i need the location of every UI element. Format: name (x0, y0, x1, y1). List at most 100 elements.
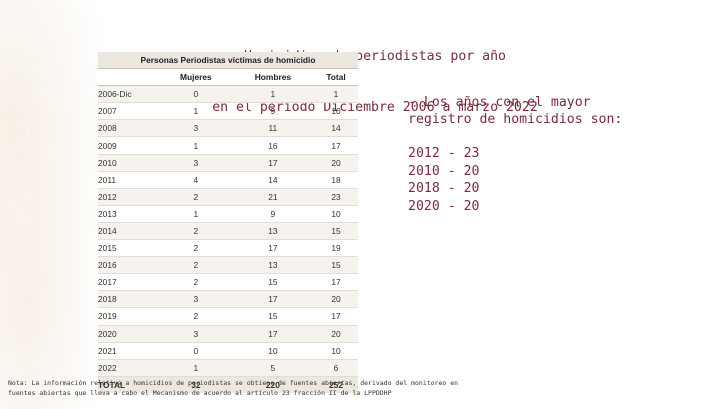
row-men: 14 (231, 171, 315, 189)
row-year: 2009 (98, 136, 160, 155)
row-women: 2 (160, 256, 232, 275)
top-years-list: 2012 - 23 2010 - 20 2018 - 20 2020 - 20 (408, 145, 479, 215)
total-all: 252 (314, 375, 358, 393)
row-year: 2006-Dic (98, 85, 160, 104)
table-row: 2022 1 5 6 (98, 359, 358, 377)
row-year: 2012 (98, 188, 160, 206)
row-total: 10 (314, 342, 358, 360)
row-total: 18 (314, 171, 358, 189)
row-men: 1 (231, 85, 315, 104)
top-year-item: 2010 - 20 (408, 163, 480, 179)
row-men: 17 (231, 290, 315, 309)
highlight-line-2: registro de homicidios son: (408, 112, 623, 127)
row-year: 2019 (98, 307, 160, 326)
table-body: 2006-Dic 0 1 1 2007 1 9 10 2008 3 11 14 2009 1 16 17 201… (98, 85, 358, 377)
table-row: 2009 1 16 17 (98, 136, 358, 155)
table-row: 2011 4 14 18 (98, 171, 358, 189)
table-row: 2012 2 21 23 (98, 188, 358, 206)
row-women: 1 (160, 359, 232, 377)
row-total: 23 (314, 188, 358, 206)
row-men: 13 (231, 222, 315, 241)
row-year: 2014 (98, 222, 160, 241)
row-total: 15 (314, 256, 358, 275)
row-men: 11 (231, 119, 315, 138)
row-men: 5 (231, 359, 315, 377)
table-row: 2013 1 9 10 (98, 205, 358, 223)
row-women: 1 (160, 136, 232, 155)
row-men: 21 (231, 188, 315, 206)
homicide-table: Personas Periodistas víctimas de homicid… (98, 52, 358, 393)
row-women: 2 (160, 307, 232, 326)
table-row: 2010 3 17 20 (98, 154, 358, 172)
row-women: 2 (160, 188, 232, 206)
row-men: 10 (231, 342, 315, 360)
top-year-item: 2020 - 20 (408, 198, 480, 214)
row-total: 20 (314, 325, 358, 343)
row-total: 15 (314, 222, 358, 241)
footnote-line-1: Nota: La información relativa a homicidi… (8, 379, 459, 387)
table-row: 2008 3 11 14 (98, 119, 358, 138)
row-year: 2017 (98, 273, 160, 292)
row-women: 4 (160, 171, 232, 189)
table-total-row: TOTAL 32 220 252 (98, 375, 358, 393)
table-row: 2020 3 17 20 (98, 325, 358, 343)
column-header-men: Hombres (231, 68, 315, 87)
table-row: 2017 2 15 17 (98, 273, 358, 292)
table-row: 2018 3 17 20 (98, 290, 358, 309)
top-year-item: 2018 - 20 (408, 181, 480, 196)
row-total: 17 (314, 273, 358, 292)
row-women: 3 (160, 119, 232, 138)
row-men: 15 (231, 307, 315, 326)
row-year: 2011 (98, 171, 160, 189)
table-row: 2014 2 13 15 (98, 222, 358, 241)
row-men: 9 (231, 205, 315, 223)
row-men: 17 (231, 239, 315, 258)
total-men: 220 (231, 375, 315, 393)
row-year: 2018 (98, 290, 160, 309)
row-men: 9 (231, 102, 315, 121)
table-row: 2019 2 15 17 (98, 307, 358, 326)
row-year: 2008 (98, 119, 160, 138)
highlight-line-1: - Los años con el mayor (408, 95, 591, 110)
table-row: 2006-Dic 0 1 1 (98, 85, 358, 104)
row-men: 17 (231, 325, 315, 343)
row-total: 20 (314, 154, 358, 172)
row-total: 17 (314, 136, 358, 155)
row-year: 2010 (98, 154, 160, 172)
row-total: 14 (314, 119, 358, 138)
total-label: TOTAL (98, 375, 160, 393)
row-total: 10 (314, 205, 358, 223)
highlight-note: - Los años con el mayor registro de homi… (408, 94, 678, 128)
row-total: 17 (314, 307, 358, 326)
row-year: 2016 (98, 256, 160, 275)
column-header-women: Mujeres (160, 68, 232, 87)
row-women: 2 (160, 239, 232, 258)
row-men: 17 (231, 154, 315, 172)
column-header-year (98, 68, 160, 87)
row-women: 0 (160, 85, 232, 104)
row-total: 19 (314, 239, 358, 258)
row-women: 1 (160, 205, 232, 223)
column-header-total: Total (314, 68, 358, 87)
row-women: 3 (160, 154, 232, 172)
table-row: 2016 2 13 15 (98, 256, 358, 275)
row-year: 2015 (98, 239, 160, 258)
row-men: 13 (231, 256, 315, 275)
table-row: 2015 2 17 19 (98, 239, 358, 258)
table-row: 2007 1 9 10 (98, 102, 358, 121)
row-women: 2 (160, 222, 232, 241)
row-year: 2020 (98, 325, 160, 343)
row-women: 1 (160, 102, 232, 121)
row-total: 1 (314, 85, 358, 104)
row-total: 10 (314, 102, 358, 121)
top-year-item: 2012 - 23 (408, 146, 480, 161)
row-women: 3 (160, 290, 232, 309)
row-women: 3 (160, 325, 232, 343)
total-women: 32 (160, 375, 232, 393)
row-total: 6 (314, 359, 358, 377)
row-year: 2022 (98, 359, 160, 377)
table-row: 2021 0 10 10 (98, 342, 358, 360)
row-women: 0 (160, 342, 232, 360)
footnote: Nota: La información relativa a homicidi… (8, 378, 698, 398)
row-year: 2021 (98, 342, 160, 360)
